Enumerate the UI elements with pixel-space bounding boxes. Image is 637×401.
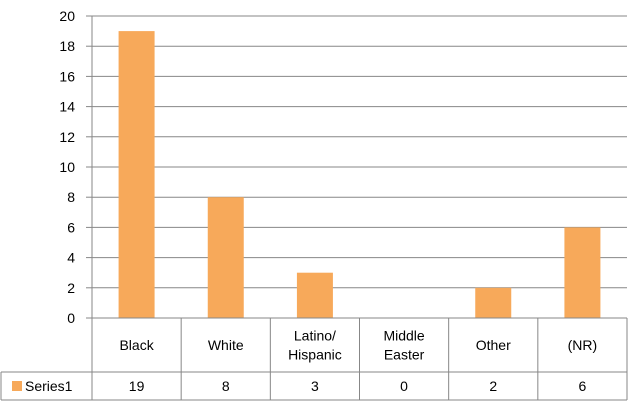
y-tick-label: 0 bbox=[67, 310, 75, 326]
legend-label: Series1 bbox=[25, 378, 73, 394]
bar bbox=[475, 287, 512, 318]
x-tick-label: Black bbox=[119, 337, 154, 353]
data-label: 8 bbox=[222, 378, 230, 394]
x-tick-label: White bbox=[208, 337, 244, 353]
y-tick-label: 12 bbox=[59, 129, 75, 145]
bar bbox=[207, 197, 244, 318]
data-label: 0 bbox=[400, 378, 408, 394]
y-tick-label: 6 bbox=[67, 219, 75, 235]
x-tick-label: Middle Easter bbox=[383, 328, 424, 363]
x-tick-label: (NR) bbox=[568, 337, 598, 353]
y-tick-label: 14 bbox=[59, 99, 75, 115]
data-label: 2 bbox=[489, 378, 497, 394]
bar bbox=[564, 227, 601, 318]
y-tick-label: 16 bbox=[59, 68, 75, 84]
y-tick-label: 8 bbox=[67, 189, 75, 205]
data-label: 6 bbox=[579, 378, 587, 394]
y-tick-label: 4 bbox=[67, 250, 75, 266]
y-tick-label: 20 bbox=[59, 8, 75, 24]
y-tick-label: 10 bbox=[59, 159, 75, 175]
bar bbox=[296, 272, 333, 318]
legend-swatch bbox=[12, 381, 22, 391]
y-tick-label: 18 bbox=[59, 38, 75, 54]
data-label: 19 bbox=[129, 378, 145, 394]
data-label: 3 bbox=[311, 378, 319, 394]
bar bbox=[118, 31, 155, 318]
x-tick-label: Latino/Hispanic bbox=[288, 328, 342, 363]
y-tick-label: 2 bbox=[67, 280, 75, 296]
x-tick-label: Other bbox=[476, 337, 511, 353]
